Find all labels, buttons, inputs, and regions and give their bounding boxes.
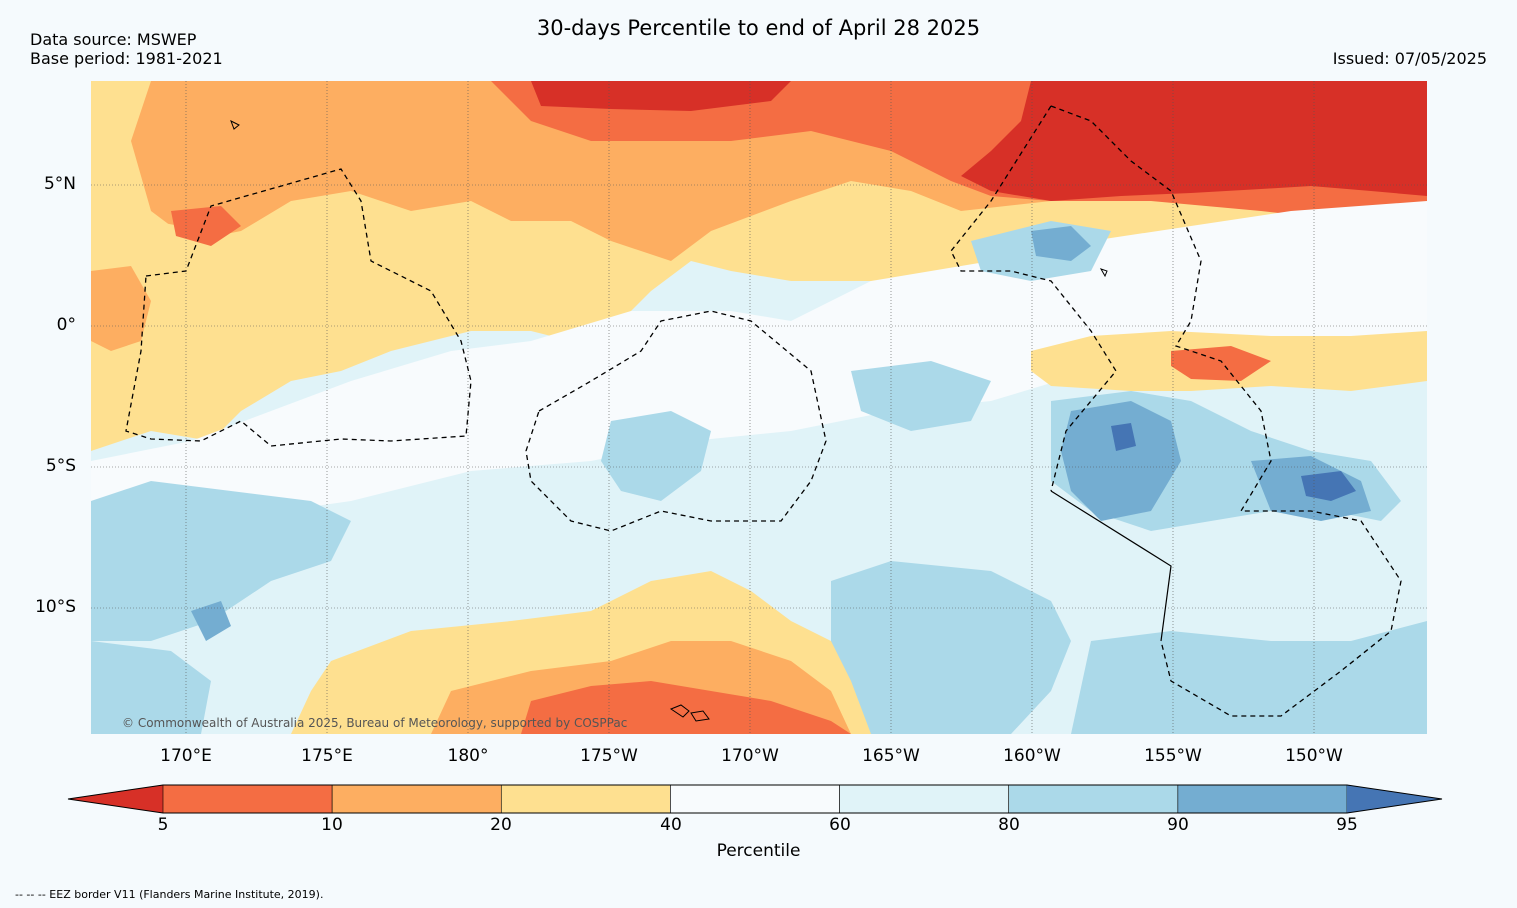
- region-95-blue-east: [1301, 471, 1356, 501]
- colorbar-segment: [839, 784, 1010, 814]
- colorbar-extend-low: [68, 785, 163, 813]
- lon-label-175w: 175°W: [580, 746, 638, 766]
- eez-border-tokelau: [525, 310, 827, 532]
- lat-label-10s: 10°S: [35, 597, 76, 617]
- region-80-blue-middle: [851, 361, 991, 431]
- region-80-blue-southwest: [91, 641, 211, 734]
- eez-border-kiribati-phoenix: [950, 105, 1117, 492]
- region-90-blue-north-east: [1031, 226, 1091, 261]
- eez-boundary-solid: [1050, 490, 1172, 642]
- island-small-1: [1099, 268, 1108, 278]
- island-samoa: [669, 704, 690, 718]
- region-90-blue-east: [1061, 401, 1181, 521]
- lat-label-5s: 5°S: [45, 456, 76, 476]
- copyright-note: © Commonwealth of Australia 2025, Bureau…: [122, 716, 628, 730]
- region-10-orangered-south: [521, 681, 851, 734]
- colorbar-segment: [162, 784, 333, 814]
- colorbar-tick-80: 80: [998, 815, 1020, 835]
- eez-border-kiribati-gilbert: [125, 168, 472, 447]
- colorbar-label: Percentile: [716, 841, 801, 861]
- colorbar-tick-5: 5: [157, 815, 169, 835]
- island-small-2: [230, 119, 240, 130]
- colorbar-outline: [67, 784, 1443, 814]
- region-80-blue-southeast: [1071, 621, 1427, 734]
- base-period-label: Base period: 1981-2021: [30, 49, 223, 68]
- region-80-blue-west: [91, 481, 351, 641]
- lon-label-175e: 175°E: [301, 746, 353, 766]
- colorbar-tick-20: 20: [490, 815, 512, 835]
- region-5-red-northeast: [961, 81, 1427, 201]
- region-80-blue-central: [601, 411, 711, 501]
- colorbar-extend-high: [1347, 785, 1442, 813]
- colorbar-segment: [1008, 784, 1179, 814]
- data-source-label: Data source: MSWEP: [30, 30, 197, 49]
- islands: [230, 119, 1108, 722]
- region-95-blue-east2: [1111, 423, 1136, 451]
- colorbar-segment: [500, 784, 671, 814]
- region-10-orangered-east: [1171, 346, 1271, 381]
- region-40-yellow-west: [91, 221, 301, 441]
- lon-label-180: 180°: [447, 746, 489, 766]
- colorbar: [67, 784, 1443, 814]
- eez-border-line-islands: [1050, 105, 1402, 717]
- percentile-map: [91, 81, 1427, 734]
- colorbar-tick-90: 90: [1167, 815, 1189, 835]
- eez-borders: [125, 105, 1402, 717]
- colorbar-tick-40: 40: [660, 815, 682, 835]
- issued-date-label: Issued: 07/05/2025: [1332, 49, 1487, 68]
- region-90-blue-west: [191, 601, 231, 641]
- colorbar-segment: [331, 784, 502, 814]
- lon-label-155w: 155°W: [1144, 746, 1202, 766]
- region-60-white-equator: [91, 201, 1427, 531]
- lon-label-150w: 150°W: [1285, 746, 1343, 766]
- region-20-orange-west: [91, 266, 151, 351]
- lat-label-0: 0°: [56, 315, 76, 335]
- colorbar-tick-10: 10: [321, 815, 343, 835]
- lat-label-5n: 5°N: [43, 174, 76, 194]
- eez-border-legend-note: -- -- -- EEZ border V11 (Flanders Marine…: [15, 888, 324, 901]
- lon-label-165w: 165°W: [862, 746, 920, 766]
- graticule: [91, 81, 1427, 734]
- page-title: 30-days Percentile to end of April 28 20…: [536, 16, 981, 40]
- lon-label-170e: 170°E: [160, 746, 212, 766]
- lon-label-170w: 170°W: [721, 746, 779, 766]
- colorbar-tick-95: 95: [1336, 815, 1358, 835]
- colorbar-tick-60: 60: [829, 815, 851, 835]
- region-5-red-north: [531, 81, 791, 111]
- region-10-orangered-west: [171, 206, 241, 246]
- colorbar-segment: [670, 784, 840, 814]
- colorbar-segment: [1177, 784, 1348, 814]
- lon-label-160w: 160°W: [1003, 746, 1061, 766]
- island-samoa-2: [690, 710, 710, 722]
